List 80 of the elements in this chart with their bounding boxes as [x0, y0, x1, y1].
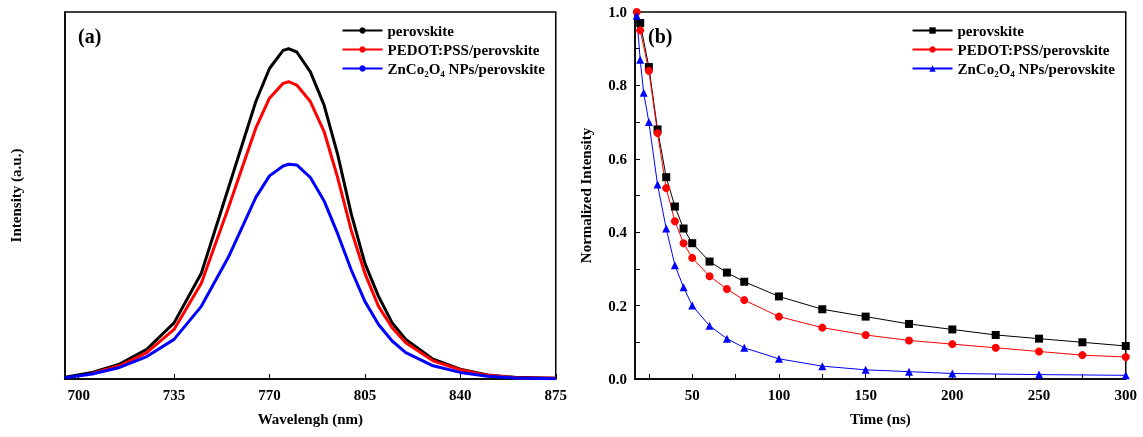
x-tick-label: 700	[67, 386, 90, 403]
legend-label: ZnCo₂O₄ NPs/perovskite	[387, 60, 546, 77]
point	[679, 224, 688, 233]
point	[1035, 347, 1044, 356]
x-tick-label: 150	[854, 386, 877, 403]
y-tick-label: 0.8	[608, 77, 627, 94]
x-tick-label: 50	[684, 386, 700, 403]
point	[991, 330, 1000, 339]
x-axis-title: Time (ns)	[849, 410, 911, 428]
text: 1.0	[608, 4, 627, 20]
point	[1121, 341, 1130, 350]
point	[740, 343, 749, 352]
text: (a)	[78, 25, 102, 48]
point	[662, 184, 671, 193]
point	[688, 301, 697, 310]
x-axis-title: Wavelengh (nm)	[257, 410, 364, 428]
point	[991, 343, 1000, 352]
y-tick-label: 0.4	[608, 224, 628, 241]
x-tick-label: 300	[1114, 386, 1137, 403]
x-tick-label: 250	[1027, 386, 1051, 403]
y-tick-label: 0.2	[608, 297, 627, 314]
point	[632, 11, 641, 20]
annotation: (b)	[648, 25, 673, 48]
point	[705, 257, 714, 266]
point	[670, 261, 679, 270]
point	[722, 268, 731, 277]
legend-label: perovskite	[957, 22, 1025, 39]
point	[774, 312, 783, 321]
point	[670, 202, 679, 211]
point	[705, 321, 714, 330]
point	[948, 340, 957, 349]
point	[904, 319, 913, 328]
point	[722, 334, 731, 343]
x-tick-label: 840	[449, 386, 472, 403]
legend-label: perovskite	[387, 22, 455, 39]
point	[818, 305, 827, 314]
point	[1078, 351, 1087, 360]
x-tick-label: 770	[258, 386, 281, 403]
point	[688, 253, 697, 262]
point	[818, 323, 827, 332]
point	[1035, 370, 1044, 379]
point	[861, 365, 870, 374]
point	[636, 55, 645, 64]
point	[636, 26, 645, 35]
point	[644, 118, 653, 127]
x-tick-label: 805	[353, 386, 377, 403]
x-tick-label: 735	[162, 386, 186, 403]
point	[1121, 352, 1130, 361]
point	[722, 285, 731, 294]
point	[904, 367, 913, 376]
point	[688, 239, 697, 248]
legend-label: PEDOT:PSS/perovskite	[957, 41, 1110, 58]
x-tick-label: 200	[941, 386, 964, 403]
legend-label: ZnCo₂O₄ NPs/perovskite	[957, 60, 1116, 77]
text: 0.0	[608, 371, 627, 387]
point	[774, 354, 783, 363]
point	[679, 283, 688, 292]
point	[740, 277, 749, 286]
point	[662, 224, 671, 233]
point	[861, 312, 870, 321]
x-tick-label: 875	[544, 386, 567, 403]
point	[948, 325, 957, 334]
point	[774, 292, 783, 301]
point	[1078, 338, 1087, 347]
point	[705, 272, 714, 281]
point	[653, 129, 662, 138]
point	[740, 296, 749, 305]
point	[1121, 371, 1130, 380]
point	[861, 330, 870, 339]
point	[1035, 334, 1044, 343]
point	[679, 239, 688, 248]
y-axis-title: Intensity (a.u.)	[7, 148, 25, 243]
y-tick-label: 0.6	[608, 150, 628, 167]
y-axis-title: Normalized Intensity	[577, 127, 594, 264]
point	[670, 217, 679, 226]
point	[905, 336, 913, 345]
x-tick-label: 100	[767, 386, 791, 403]
point	[639, 88, 648, 97]
legend-label: PEDOT:PSS/perovskite	[387, 41, 540, 58]
point	[662, 173, 671, 182]
